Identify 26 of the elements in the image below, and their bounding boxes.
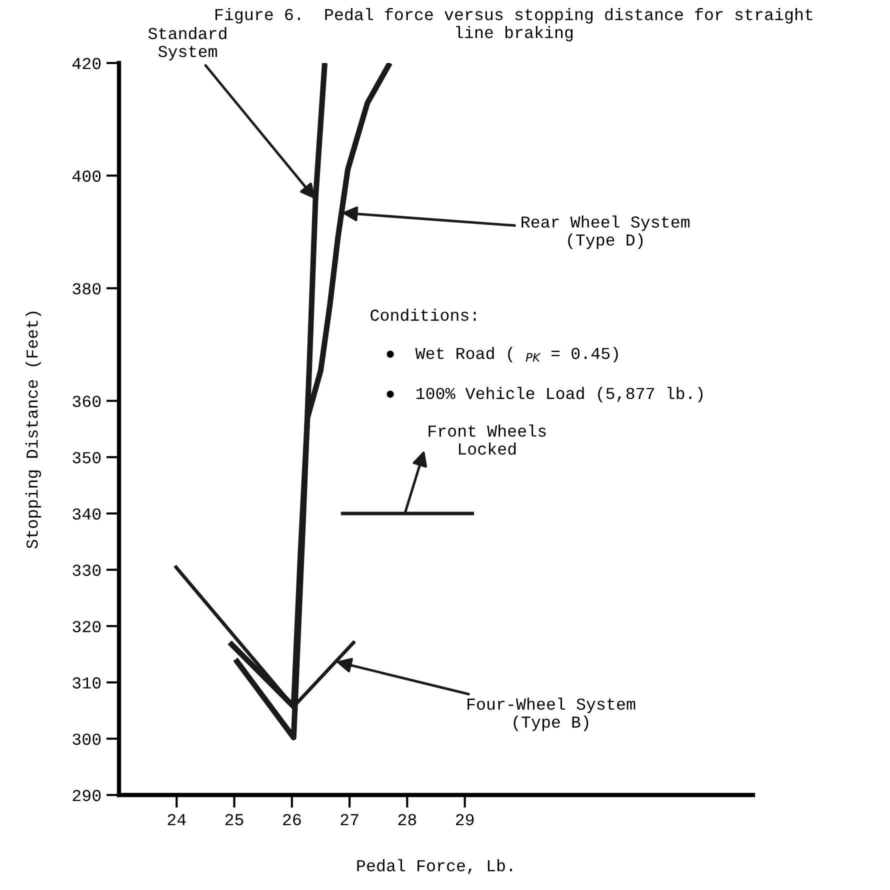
y-tick-label: 300	[72, 734, 101, 745]
x-tick-label: 24	[168, 814, 186, 826]
y-tick-label: 380	[72, 283, 101, 294]
x-tick-label: 28	[398, 814, 416, 826]
annotation: Rear Wheel System (Type D)	[522, 215, 690, 249]
x-tick-label: 26	[283, 814, 301, 826]
annotation: ● Wet Road ( $_{PK}$ = 0.45)	[386, 346, 618, 362]
y-tick-label: 320	[72, 620, 101, 632]
annotation: Standard System	[148, 26, 226, 60]
annotation: ● 100% Vehicle Load (5,877 lb.)	[386, 386, 703, 402]
x-tick-label: 29	[456, 814, 474, 826]
y-tick-label: 310	[72, 677, 101, 689]
y-tick-label: 330	[72, 564, 101, 576]
annotation: Four-Wheel System (Type B)	[468, 698, 636, 732]
x-tick-label: 25	[225, 814, 244, 826]
y-tick-label: 420	[72, 58, 101, 70]
y-tick-label: 400	[72, 170, 101, 182]
x-tick-label: 27	[340, 814, 358, 826]
y-tick-label: 340	[72, 508, 101, 520]
y-tick-label: 360	[72, 396, 101, 408]
annotation: Conditions:	[370, 308, 476, 321]
y-tick-label: 350	[72, 452, 101, 464]
y-axis-title: Stopping Distance (Feet)	[26, 312, 42, 548]
x-axis-title: Pedal Force, Lb.	[357, 859, 512, 874]
y-tick-label: 290	[72, 790, 101, 802]
annotation: Front Wheels Locked	[428, 424, 546, 455]
